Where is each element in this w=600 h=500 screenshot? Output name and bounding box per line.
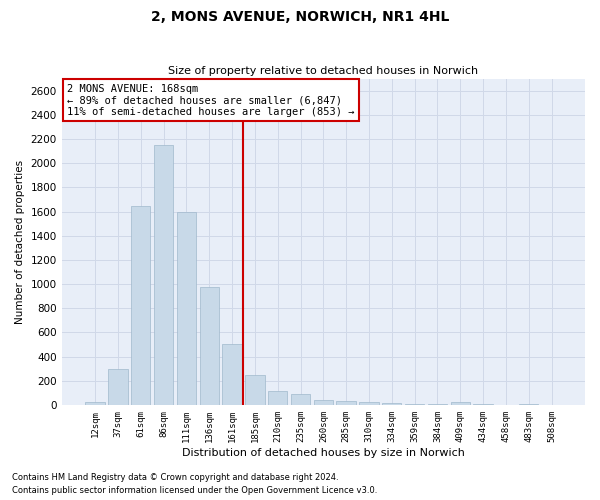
Bar bbox=[451, 402, 470, 405]
Bar bbox=[108, 368, 128, 405]
Bar bbox=[268, 391, 287, 405]
X-axis label: Distribution of detached houses by size in Norwich: Distribution of detached houses by size … bbox=[182, 448, 465, 458]
Bar bbox=[177, 212, 196, 405]
Text: 2 MONS AVENUE: 168sqm
← 89% of detached houses are smaller (6,847)
11% of semi-d: 2 MONS AVENUE: 168sqm ← 89% of detached … bbox=[67, 84, 355, 117]
Bar bbox=[200, 287, 219, 405]
Bar bbox=[473, 404, 493, 405]
Title: Size of property relative to detached houses in Norwich: Size of property relative to detached ho… bbox=[168, 66, 478, 76]
Bar bbox=[131, 206, 151, 405]
Bar bbox=[405, 404, 424, 405]
Bar bbox=[223, 344, 242, 405]
Bar bbox=[337, 401, 356, 405]
Bar bbox=[314, 400, 333, 405]
Bar bbox=[519, 404, 538, 405]
Bar bbox=[245, 374, 265, 405]
Bar bbox=[382, 403, 401, 405]
Y-axis label: Number of detached properties: Number of detached properties bbox=[15, 160, 25, 324]
Bar bbox=[428, 404, 447, 405]
Text: 2, MONS AVENUE, NORWICH, NR1 4HL: 2, MONS AVENUE, NORWICH, NR1 4HL bbox=[151, 10, 449, 24]
Bar bbox=[291, 394, 310, 405]
Bar bbox=[85, 402, 105, 405]
Text: Contains HM Land Registry data © Crown copyright and database right 2024.
Contai: Contains HM Land Registry data © Crown c… bbox=[12, 474, 377, 495]
Bar bbox=[154, 145, 173, 405]
Bar bbox=[359, 402, 379, 405]
